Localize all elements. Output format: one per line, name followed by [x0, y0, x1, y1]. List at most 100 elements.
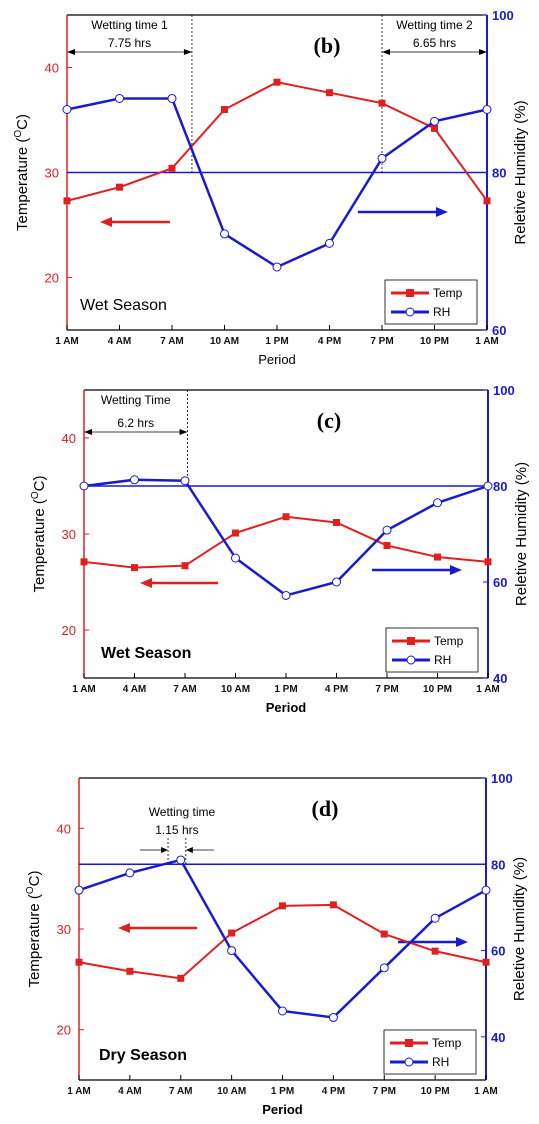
- x-tick-label: 4 AM: [108, 336, 132, 347]
- x-tick-label: 10 PM: [423, 684, 452, 695]
- rh-point: [481, 885, 491, 895]
- left-tick-label: 40: [45, 61, 59, 76]
- left-tick-label: 20: [62, 623, 76, 638]
- temp-point: [431, 947, 439, 955]
- x-tick-label: 7 PM: [370, 336, 393, 347]
- legend-label-temp: Temp: [434, 634, 464, 648]
- temp-point: [333, 518, 340, 526]
- legend-box: [383, 1029, 477, 1075]
- right-tick-label: 60: [492, 323, 506, 338]
- wetting-period-1: Wetting time 1.15 hrs: [140, 805, 215, 865]
- x-axis-title: Period: [266, 700, 307, 715]
- rh-point: [130, 475, 139, 485]
- legend-marker-temp: [407, 637, 415, 645]
- temp-point: [378, 99, 386, 107]
- rh-point: [433, 498, 442, 508]
- left-axis-title: Temperature (OC): [13, 114, 31, 231]
- temp-point: [282, 513, 290, 521]
- left-tick-label: 30: [57, 922, 71, 937]
- x-tick-label: 10 AM: [210, 336, 239, 347]
- right-tick-label: 40: [491, 1030, 505, 1045]
- legend: Temp RH: [385, 627, 479, 673]
- rh-point: [379, 963, 389, 973]
- temp-direction-arrow-head: [100, 217, 112, 227]
- x-tick-label: 10 PM: [420, 336, 449, 347]
- rh-point: [62, 105, 72, 114]
- rh-point: [115, 93, 124, 103]
- rh-direction-arrow-head: [436, 207, 448, 217]
- rh-point: [167, 93, 177, 103]
- temp-point: [326, 89, 333, 97]
- x-tick-label: 1 AM: [67, 1086, 91, 1097]
- x-tick-label: 10 PM: [421, 1086, 450, 1097]
- rh-point: [74, 885, 84, 895]
- temp-point: [434, 553, 441, 561]
- rh-point: [281, 590, 291, 600]
- temp-point: [232, 529, 239, 537]
- wetting-period-1: Wetting Time 6.2 hrs: [84, 390, 188, 486]
- x-axis-title: Period: [262, 1102, 303, 1117]
- wetting-arrowhead: [84, 429, 92, 435]
- wetting-period-1: Wetting time 1 7.75 hrs: [67, 15, 193, 173]
- wetting-value: 6.65 hrs: [413, 36, 456, 50]
- left-tick-label: 40: [62, 431, 76, 446]
- rh-point: [272, 262, 282, 272]
- wetting-label: Wetting Time: [101, 393, 171, 407]
- wetting-value: 6.2 hrs: [117, 416, 154, 430]
- temp-point: [221, 106, 228, 113]
- temp-direction-arrow-head: [118, 923, 130, 933]
- temp-point: [383, 542, 391, 550]
- right-tick-label: 100: [491, 771, 513, 786]
- right-tick-label: 60: [491, 944, 505, 959]
- rh-point: [227, 946, 237, 956]
- legend-box: [384, 279, 478, 325]
- temp-point: [177, 974, 185, 982]
- x-tick-label: 4 AM: [118, 1086, 142, 1097]
- left-tick-label: 40: [57, 821, 71, 836]
- wetting-arrowhead: [382, 49, 390, 55]
- x-tick-label: 4 PM: [322, 1086, 345, 1097]
- legend-label-temp: Temp: [433, 286, 463, 300]
- wetting-arrowhead: [479, 49, 487, 55]
- rh-direction-arrow-head: [450, 565, 462, 575]
- legend-label-rh: RH: [433, 305, 450, 319]
- x-tick-label: 7 AM: [160, 336, 184, 347]
- temp-point: [116, 183, 123, 191]
- temp-point: [181, 562, 189, 570]
- legend-label-rh: RH: [434, 653, 451, 667]
- wetting-value: 7.75 hrs: [108, 36, 151, 50]
- right-axis-title: Reletive Humidity (%): [511, 857, 528, 1001]
- temp-point: [228, 929, 236, 937]
- rh-point: [231, 553, 240, 563]
- rh-point: [377, 153, 387, 163]
- panel-label: (d): [312, 796, 339, 821]
- wetting-arrowhead: [67, 49, 75, 55]
- season-label: Dry Season: [99, 1047, 187, 1064]
- temp-point: [80, 558, 88, 566]
- legend-marker-rh: [404, 1057, 414, 1067]
- legend-marker-temp: [405, 1039, 413, 1047]
- series-line-temp: [66, 81, 488, 202]
- x-tick-label: 4 PM: [318, 336, 341, 347]
- wetting-value: 1.15 hrs: [155, 823, 198, 837]
- panel-label: (b): [314, 33, 341, 58]
- rh-point: [328, 1012, 338, 1022]
- rh-point: [79, 481, 89, 491]
- x-tick-label: 7 AM: [173, 684, 197, 695]
- x-tick-label: 10 AM: [221, 684, 250, 695]
- legend: Temp RH: [383, 1029, 477, 1075]
- wetting-period-2: Wetting time 2 6.65 hrs: [381, 15, 487, 173]
- left-axis-title: Temperature (OC): [25, 871, 43, 988]
- right-tick-label: 100: [492, 8, 514, 23]
- x-tick-label: 1 AM: [55, 336, 79, 347]
- rh-point: [482, 105, 492, 114]
- rh-point: [430, 116, 439, 126]
- x-tick-label: 1 PM: [271, 1086, 294, 1097]
- temp-point: [329, 901, 337, 909]
- rh-point: [220, 229, 229, 239]
- x-tick-label: 7 PM: [375, 684, 398, 695]
- rh-point: [382, 525, 392, 535]
- temp-point: [483, 197, 491, 205]
- left-tick-label: 30: [45, 166, 59, 181]
